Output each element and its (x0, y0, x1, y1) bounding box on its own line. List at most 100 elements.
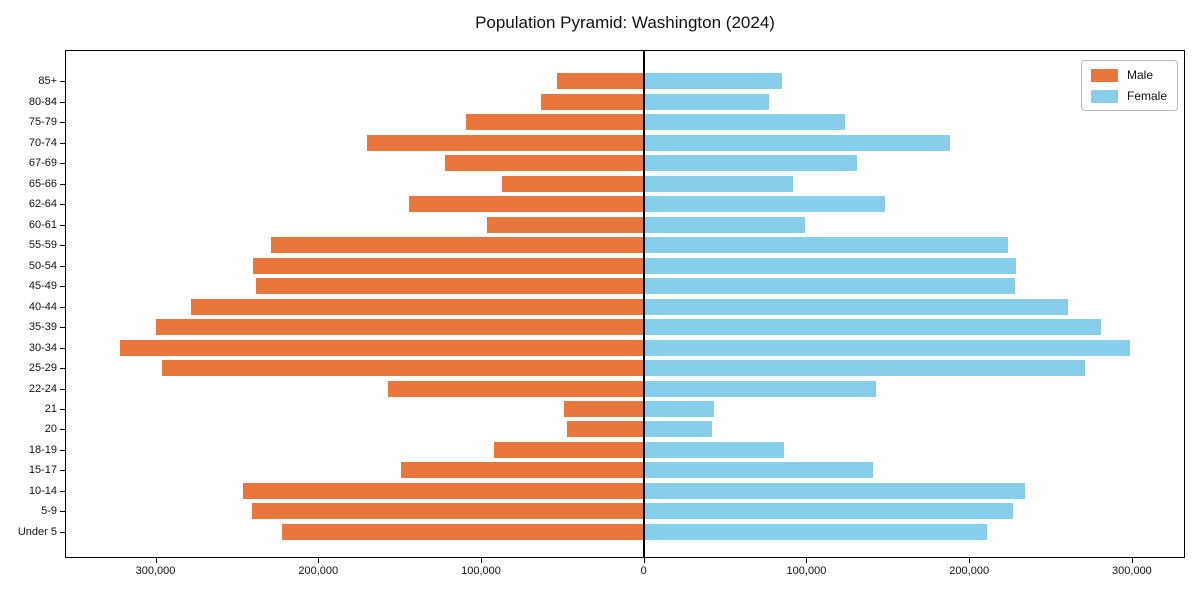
y-tick-mark (60, 163, 65, 165)
male-bar (409, 196, 644, 213)
y-tick-mark (60, 449, 65, 451)
pyramid-row-60-61: 60-61 (29, 214, 1184, 234)
female-bar (643, 339, 1131, 356)
male-bar (119, 339, 644, 356)
female-bar (643, 380, 877, 397)
x-tick-label: 200,000 (949, 565, 990, 577)
pyramid-row-62-64: 62-64 (29, 194, 1184, 214)
y-tick-mark (60, 490, 65, 492)
legend-item-male: Male (1090, 68, 1167, 82)
male-bar (155, 319, 644, 336)
y-tick-mark (60, 265, 65, 267)
male-bar (251, 503, 644, 520)
male-bar (493, 441, 644, 458)
age-group-label: 75-79 (28, 116, 57, 129)
pyramid-row-18-19: 18-19 (29, 440, 1184, 460)
x-tick-mark (969, 558, 971, 563)
male-bar (253, 257, 644, 274)
male-bar (282, 523, 644, 540)
y-tick-mark (60, 531, 65, 533)
age-group-label: 30-34 (28, 341, 57, 354)
age-group-label: 50-54 (28, 259, 57, 272)
male-bar (502, 175, 644, 192)
pyramid-row-85+: 85+ (38, 71, 1184, 91)
x-tick-label: 100,000 (786, 565, 827, 577)
y-tick-mark (60, 429, 65, 431)
female-bar (643, 482, 1025, 499)
x-tick-mark (155, 558, 157, 563)
female-bar (643, 114, 846, 131)
male-bar (563, 400, 644, 417)
age-group-label: Under 5 (17, 525, 57, 538)
y-tick-mark (60, 101, 65, 103)
y-tick-mark (60, 122, 65, 124)
x-tick-label: 0 (640, 565, 647, 577)
female-bar (643, 503, 1014, 520)
age-group-label: 60-61 (28, 218, 57, 231)
female-bar (643, 421, 713, 438)
male-bar (401, 462, 644, 479)
y-tick-mark (60, 327, 65, 329)
female-bar (643, 155, 857, 172)
age-group-label: 45-49 (28, 280, 57, 293)
female-bar (643, 400, 714, 417)
pyramid-row-50-54: 50-54 (29, 255, 1184, 275)
x-tick-mark (806, 558, 808, 563)
x-tick-mark (480, 558, 482, 563)
legend-male-label: Male (1126, 68, 1153, 82)
female-bar (643, 196, 885, 213)
y-tick-mark (60, 286, 65, 288)
y-tick-mark (60, 511, 65, 513)
y-tick-mark (60, 347, 65, 349)
pyramid-row-30-34: 30-34 (29, 337, 1184, 357)
age-group-label: 10-14 (28, 484, 57, 497)
female-bar (643, 216, 805, 233)
pyramid-row-35-39: 35-39 (29, 317, 1184, 337)
male-bar (466, 114, 644, 131)
pyramid-row-80-84: 80-84 (29, 91, 1184, 111)
female-color-swatch (1090, 89, 1118, 103)
x-tick-label: 100,000 (461, 565, 501, 577)
male-bar (271, 237, 644, 254)
pyramid-row-45-49: 45-49 (29, 276, 1184, 296)
age-group-label: 65-66 (28, 177, 57, 190)
male-bar (445, 155, 644, 172)
pyramid-row-under-5: Under 5 (18, 522, 1184, 542)
y-tick-mark (60, 81, 65, 83)
pyramid-row-55-59: 55-59 (29, 235, 1184, 255)
y-tick-mark (60, 470, 65, 472)
male-bar (367, 134, 644, 151)
male-bar (557, 73, 644, 90)
y-tick-mark (60, 388, 65, 390)
female-bar (643, 523, 988, 540)
y-tick-mark (60, 408, 65, 410)
female-bar (643, 441, 784, 458)
age-group-label: 20 (44, 423, 57, 436)
female-bar (643, 134, 950, 151)
age-group-label: 21 (44, 402, 57, 415)
age-group-label: 55-59 (28, 239, 57, 252)
age-group-label: 40-44 (28, 300, 57, 313)
male-bar (388, 380, 644, 397)
age-group-label: 35-39 (28, 321, 57, 334)
male-bar (567, 421, 644, 438)
male-bar (162, 360, 644, 377)
x-tick-mark (1131, 558, 1133, 563)
chart-title: Population Pyramid: Washington (2024) (475, 13, 775, 32)
female-bar (643, 237, 1009, 254)
pyramid-row-21: 21 (45, 399, 1184, 419)
pyramid-row-75-79: 75-79 (29, 112, 1184, 132)
legend: Male Female (1080, 60, 1178, 111)
male-color-swatch (1090, 68, 1118, 82)
zero-axis-line (642, 51, 645, 557)
plot-area: 85+ 80-84 75-79 70-74 67-69 65-66 62-64 60-61 55… (18, 50, 1185, 577)
female-bar (643, 93, 769, 110)
y-tick-mark (60, 368, 65, 370)
x-tick-label: 200,000 (298, 565, 339, 577)
age-group-label: 18-19 (28, 443, 57, 456)
male-bar (243, 482, 644, 499)
age-group-label: 62-64 (28, 198, 57, 211)
legend-female-label: Female (1126, 89, 1167, 103)
x-tick-mark (643, 558, 645, 563)
pyramid-row-22-24: 22-24 (29, 378, 1184, 398)
